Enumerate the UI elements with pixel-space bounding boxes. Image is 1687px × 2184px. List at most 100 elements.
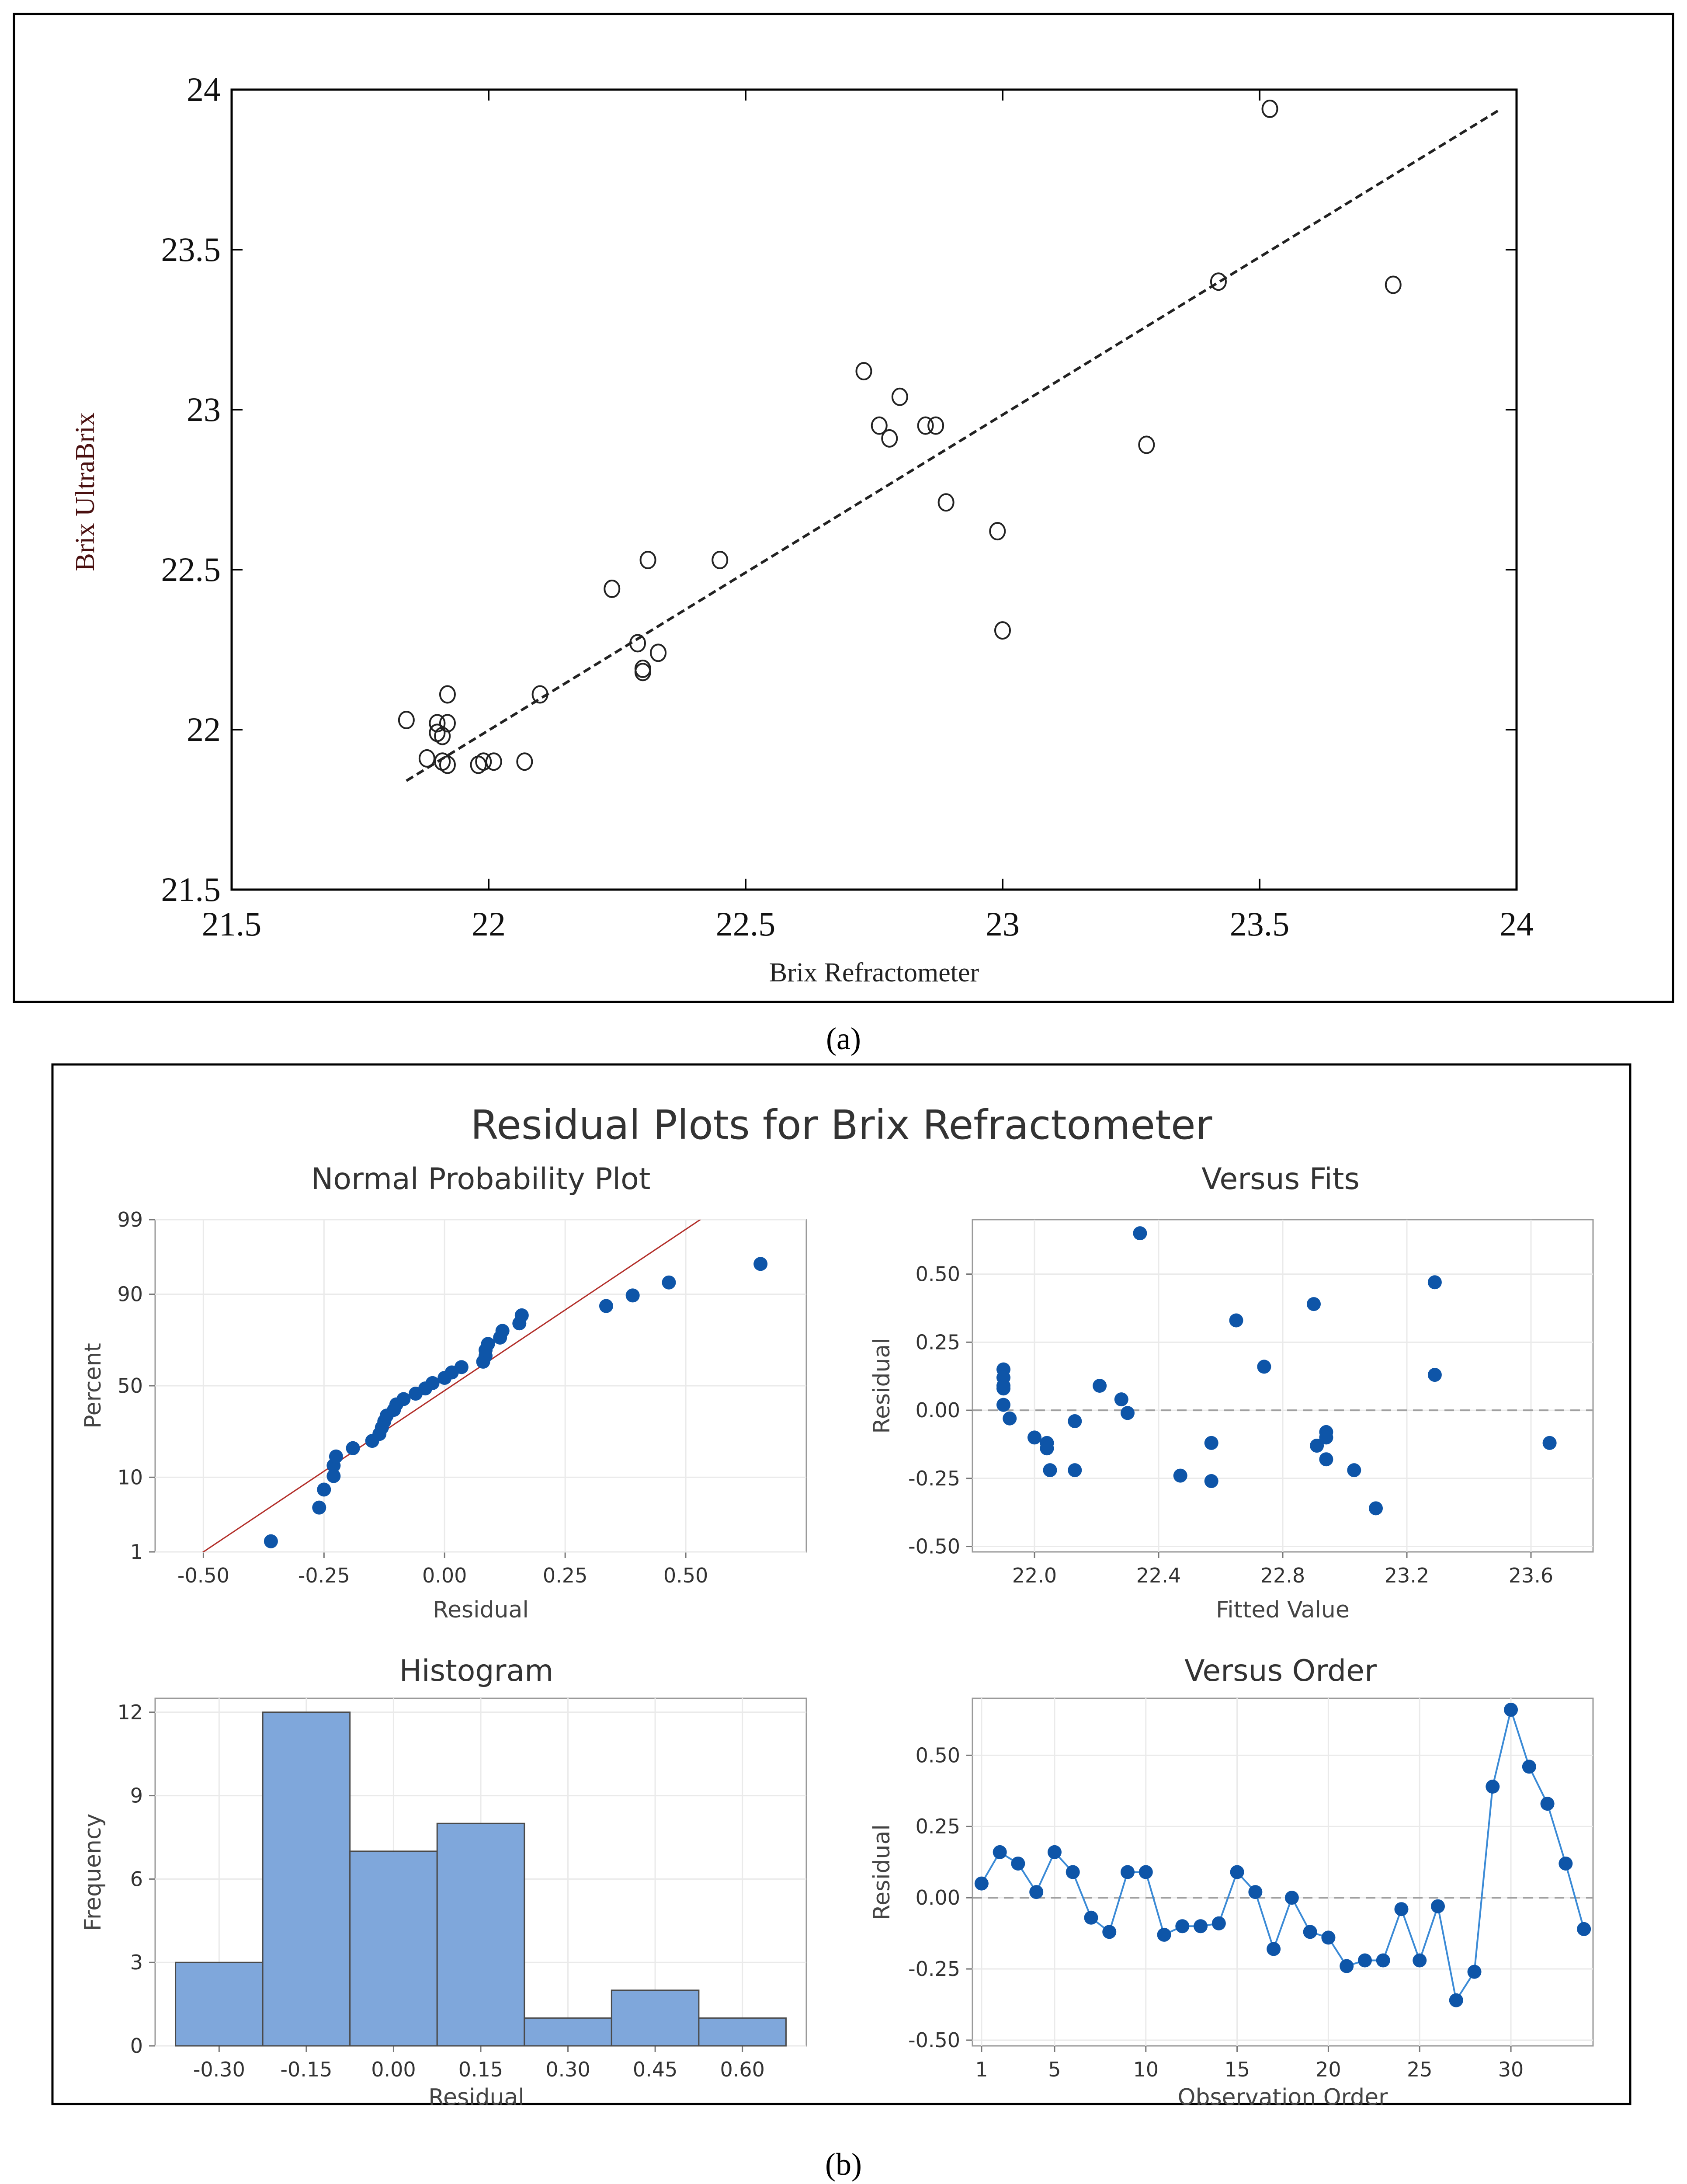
hist-x-tick-label: -0.15 — [280, 2058, 332, 2081]
fits-point — [1427, 1368, 1442, 1382]
npp-point — [346, 1441, 360, 1455]
fits-point — [1204, 1436, 1218, 1450]
versus-order-plot: Versus Order 1 5 10 15 20 25 300.500.250.00-0.… — [869, 1654, 1594, 2111]
histogram-bar — [524, 2017, 612, 2047]
y-axis-label: Brix UltraBrix — [70, 412, 100, 571]
scatter-point — [531, 685, 548, 704]
hist-y-tick-label: 6 — [130, 1867, 143, 1891]
histogram-bar — [262, 1711, 351, 2047]
order-point — [1047, 1845, 1062, 1859]
fits-y-tick-label: 0.00 — [916, 1398, 960, 1422]
histogram-bar — [698, 2017, 787, 2047]
fits-point — [1068, 1463, 1082, 1478]
y-tick-label: 23 — [187, 390, 221, 428]
order-point — [1522, 1760, 1536, 1774]
npp-point — [625, 1288, 640, 1303]
order-point — [1357, 1953, 1372, 1968]
scatter-point — [650, 643, 667, 662]
npp-point — [396, 1392, 411, 1406]
scatter-point — [434, 727, 451, 745]
fits-point — [996, 1398, 1010, 1412]
fits-point — [1068, 1414, 1082, 1428]
residual-plots-title: Residual Plots for Brix Refractometer — [471, 1102, 1212, 1148]
panel-a-frame — [13, 13, 1674, 1003]
order-y-tick-label: -0.25 — [908, 1957, 960, 1981]
x-tick-label: 22.5 — [716, 905, 776, 943]
order-x-tick-label: 25 — [1407, 2058, 1433, 2081]
order-point — [974, 1876, 989, 1891]
scatter-point — [439, 714, 456, 733]
order-title: Versus Order — [1184, 1654, 1377, 1688]
fits-content: 22.0 22.4 22.8 23.2 23.6 0.50 0.25 0.00 -0.25 -0.… — [908, 1220, 1593, 1587]
order-point — [993, 1845, 1007, 1859]
fits-y-tick-label: -0.25 — [908, 1467, 960, 1490]
scatter-point — [871, 416, 888, 435]
order-y-label: Residual — [869, 1824, 895, 1920]
scatter-point — [1210, 272, 1227, 291]
scatter-point — [917, 416, 934, 435]
fits-x-tick-label: 23.2 — [1385, 1564, 1429, 1587]
order-x-label: Observation Order — [1178, 2084, 1388, 2111]
fits-point — [1027, 1430, 1041, 1445]
npp-x-tick-label: -0.50 — [177, 1564, 229, 1587]
scatter-ticks: 21.5 22 22.5 23 23.5 24 21.5 22 22.5 23 23.5 24 — [161, 70, 1534, 943]
npp-x-tick-label: 0.25 — [543, 1564, 587, 1587]
order-point — [1211, 1916, 1226, 1930]
histogram-bar — [175, 1961, 264, 2047]
scatter-point — [1138, 435, 1155, 454]
scatter-point — [485, 752, 502, 771]
npp-point — [495, 1324, 510, 1338]
npp-title: Normal Probability Plot — [311, 1162, 651, 1196]
scatter-point — [398, 711, 415, 730]
hist-x-tick-label: 0.30 — [545, 2058, 590, 2081]
y-tick-label: 22 — [187, 710, 221, 748]
npp-point — [326, 1469, 341, 1483]
npp-point — [514, 1308, 529, 1322]
fits-point — [1307, 1297, 1321, 1311]
npp-x-label: Residual — [433, 1597, 529, 1623]
scatter-point — [927, 416, 944, 435]
npp-y-tick-label: 50 — [117, 1374, 143, 1398]
fits-title: Versus Fits — [1201, 1162, 1360, 1196]
histogram-bar — [611, 1989, 700, 2047]
order-x-tick-label: 30 — [1498, 2058, 1524, 2081]
fits-point — [1319, 1452, 1333, 1467]
histogram-bar — [349, 1850, 438, 2047]
hist-x-tick-label: 0.15 — [458, 2058, 503, 2081]
npp-point — [425, 1376, 440, 1390]
fits-point — [1093, 1379, 1107, 1393]
fits-point — [1310, 1439, 1324, 1453]
hist-y-tick-label: 3 — [130, 1951, 143, 1974]
fits-point — [1229, 1313, 1243, 1328]
scatter-point — [891, 387, 908, 406]
scatter-point — [634, 659, 651, 678]
npp-y-tick-label: 10 — [117, 1465, 143, 1489]
fit-line — [406, 108, 1502, 782]
order-point — [1413, 1953, 1427, 1968]
scatter-point — [881, 429, 898, 448]
npp-x-tick-label: -0.25 — [298, 1564, 350, 1587]
hist-y-tick-label: 9 — [130, 1784, 143, 1808]
fits-point — [1003, 1411, 1017, 1426]
fits-point — [1040, 1441, 1054, 1456]
order-point — [1267, 1942, 1281, 1956]
npp-y-tick-label: 99 — [117, 1208, 143, 1231]
order-point — [1175, 1919, 1190, 1934]
order-y-tick-label: 0.25 — [916, 1815, 960, 1838]
scatter-point — [712, 551, 729, 570]
order-y-tick-label: -0.50 — [908, 2028, 960, 2052]
scatter-point — [855, 362, 872, 381]
scatter-point — [629, 634, 646, 653]
order-point — [1504, 1703, 1518, 1717]
y-tick-label: 22.5 — [161, 550, 221, 588]
x-tick-label: 21.5 — [202, 905, 262, 943]
order-point — [1157, 1927, 1171, 1942]
scatter-point — [937, 493, 955, 512]
npp-y-tick-label: 90 — [117, 1283, 143, 1306]
order-point — [1486, 1780, 1500, 1794]
fits-point — [1347, 1463, 1361, 1478]
scatter-point — [604, 579, 621, 598]
fits-point — [996, 1381, 1010, 1396]
npp-point — [454, 1360, 469, 1374]
order-plot-area — [972, 1697, 1594, 2047]
